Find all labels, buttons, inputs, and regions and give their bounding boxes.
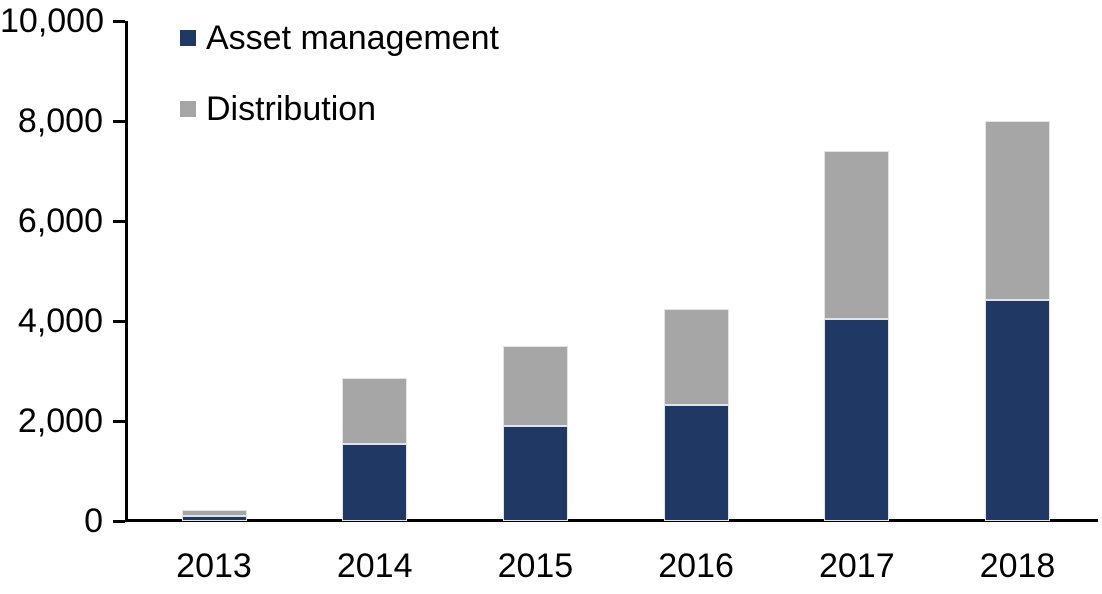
y-axis-tick-6000 <box>113 219 125 223</box>
bar-2018-distribution <box>985 121 1050 300</box>
bar-2015-distribution <box>502 346 568 426</box>
legend-label-distribution: Distribution <box>206 90 377 128</box>
bar-2015-asset-management <box>502 426 568 521</box>
legend: Asset management Distribution <box>180 18 499 129</box>
bar-2014-asset-management <box>342 443 408 521</box>
x-axis-label-2014: 2014 <box>336 547 413 585</box>
bar-2017-asset-management <box>824 318 890 521</box>
x-axis-label-2013: 2013 <box>176 547 252 585</box>
y-axis-label-8000: 8,000 <box>17 102 103 140</box>
legend-label-asset-management: Asset management <box>206 19 499 57</box>
bar-2017-distribution <box>824 151 890 319</box>
y-axis-label-0: 0 <box>84 502 103 540</box>
y-axis-tick-0 <box>113 519 125 523</box>
legend-swatch-distribution-icon <box>180 101 196 117</box>
legend-swatch-asset-management-icon <box>180 30 196 46</box>
y-axis-tick-2000 <box>113 419 125 423</box>
x-axis-label-2016: 2016 <box>658 547 734 585</box>
bar-2016-asset-management <box>663 405 729 521</box>
bar-2016-distribution <box>663 308 729 405</box>
y-axis-label-10000: 10,000 <box>0 2 104 40</box>
legend-item-distribution: Distribution <box>180 89 499 129</box>
x-axis-label-2015: 2015 <box>497 547 574 585</box>
x-axis-label-2018: 2018 <box>979 547 1056 585</box>
y-axis-tick-4000 <box>113 319 125 323</box>
x-axis-line <box>125 519 1098 522</box>
bar-2014-distribution <box>342 377 408 444</box>
y-axis-line <box>125 21 128 521</box>
bar-2013-asset-management <box>181 516 247 521</box>
bar-2018-asset-management <box>985 299 1050 521</box>
y-axis-label-6000: 6,000 <box>17 202 103 240</box>
bar-2013-distribution <box>181 510 247 516</box>
x-axis-label-2017: 2017 <box>818 547 895 585</box>
y-axis-tick-10000 <box>113 19 125 23</box>
y-axis-label-2000: 2,000 <box>17 402 103 440</box>
y-axis-label-4000: 4,000 <box>17 302 103 340</box>
legend-item-asset-management: Asset management <box>180 18 499 58</box>
y-axis-tick-8000 <box>113 119 125 123</box>
